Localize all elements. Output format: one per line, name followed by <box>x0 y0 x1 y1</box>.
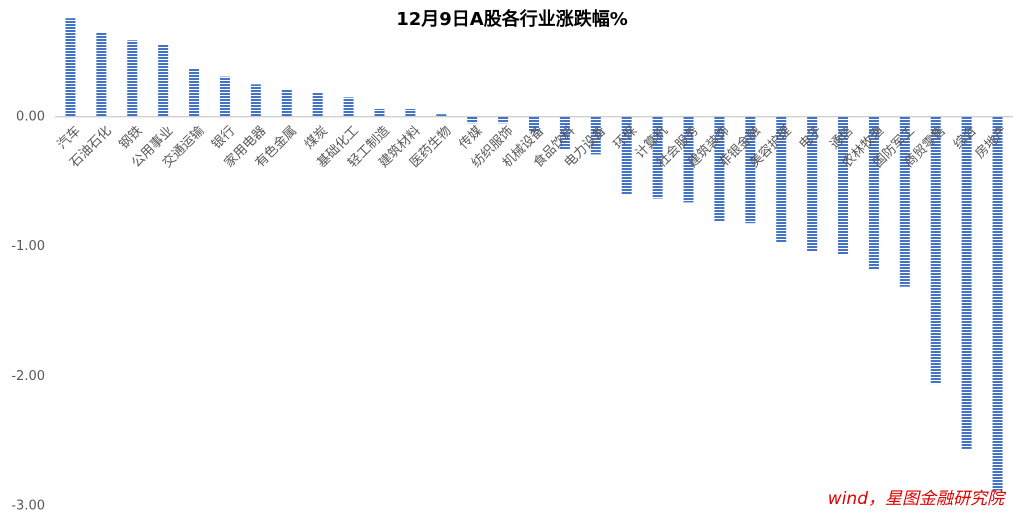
bar <box>189 68 200 117</box>
bar <box>436 114 447 117</box>
bar <box>621 116 632 195</box>
bar <box>899 116 910 287</box>
bar <box>281 89 292 117</box>
bar <box>219 76 230 117</box>
bar <box>559 116 570 150</box>
y-tick-label: -3.00 <box>11 499 45 513</box>
bar <box>250 84 261 117</box>
source-note: wind，星图金融研究院 <box>828 489 1007 509</box>
bar <box>590 116 601 155</box>
y-tick-label: -1.00 <box>11 239 45 254</box>
bar <box>992 116 1003 491</box>
bar <box>312 92 323 117</box>
x-tick-label: 电子 <box>796 123 825 152</box>
y-tick-label: -2.00 <box>11 369 45 384</box>
bar <box>683 116 694 203</box>
bar <box>652 116 663 199</box>
bar <box>96 32 107 117</box>
bar <box>343 97 354 117</box>
bar <box>158 44 169 117</box>
bars <box>55 18 1013 491</box>
bar <box>127 40 138 117</box>
bar <box>374 109 385 117</box>
bar <box>961 116 972 449</box>
bar <box>838 116 849 255</box>
chart-title: 12月9日A股各行业涨跌幅% <box>396 8 628 30</box>
bar <box>776 116 787 243</box>
bar <box>498 116 509 124</box>
x-tick-label: 房地产 <box>972 123 1011 162</box>
bar <box>745 116 756 224</box>
bar <box>930 116 941 385</box>
y-tick-label: 0.00 <box>16 109 45 124</box>
bar <box>467 116 478 124</box>
bar <box>714 116 725 222</box>
bar <box>65 18 76 117</box>
bar <box>529 116 539 133</box>
bar <box>807 116 818 252</box>
bar <box>405 109 416 117</box>
bar <box>868 116 879 270</box>
